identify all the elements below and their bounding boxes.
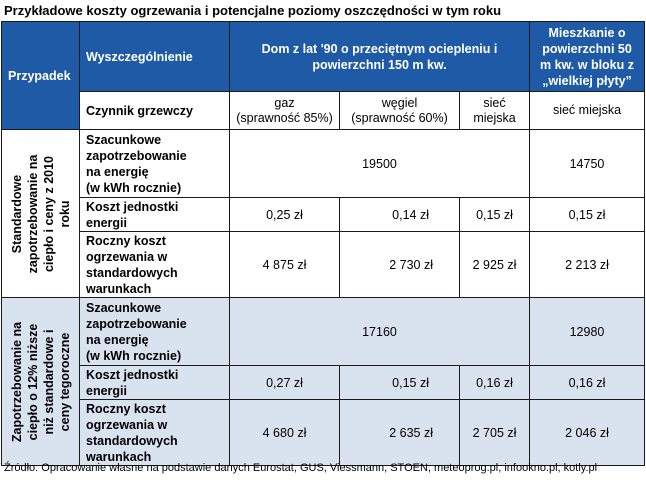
table-row: Standardowe zapotrzebowanie na ciepło i … — [1, 129, 645, 298]
table-row: Koszt jednostki energii 0,25 zł 0,14 zł … — [1, 197, 645, 232]
group2-energy-dom: 17160 — [229, 297, 530, 366]
group2-unit-cost-gaz: 0,27 zł — [229, 365, 340, 400]
table-row: Zapotrzebowanie na ciepło o 12% niższe n… — [1, 297, 645, 466]
group2-annual-siec: 2 705 zł — [459, 399, 530, 466]
factor-label: Czynnik grzewczy — [79, 91, 230, 130]
table-row: Roczny koszt ogrzewania w standardowych … — [1, 231, 645, 298]
group2-energy-mieszkanie: 12980 — [529, 297, 645, 366]
table-row: Koszt jednostki energii 0,27 zł 0,15 zł … — [1, 365, 645, 400]
group1-annual-wegiel: 2 730 zł — [339, 231, 460, 298]
group1-unit-cost-siec: 0,15 zł — [459, 197, 530, 232]
group2-annual-wegiel: 2 635 zł — [339, 399, 460, 466]
header-wyszczegolnienie: Wyszczególnienie — [79, 21, 230, 92]
factor-siec-miejska: sieć miejska — [529, 91, 645, 130]
factor-gaz: gaz (sprawność 85%) — [229, 91, 340, 130]
row-label-roczny: Roczny koszt ogrzewania w standardowych … — [79, 399, 230, 466]
group2-unit-cost-siec: 0,16 zł — [459, 365, 530, 400]
heating-costs-table: Przypadek Wyszczególnienie Dom z lat '90… — [1, 21, 645, 466]
factor-wegiel: węgiel (sprawność 60%) — [339, 91, 460, 130]
group1-annual-siec-miejska: 2 213 zł — [529, 231, 645, 298]
group2-unit-cost-siec-miejska: 0,16 zł — [529, 365, 645, 400]
group1-annual-siec: 2 925 zł — [459, 231, 530, 298]
group1-energy-dom: 19500 — [229, 129, 530, 198]
group1-annual-gaz: 4 875 zł — [229, 231, 340, 298]
header-mieszkanie: Mieszkanie o powierzchni 50 m kw. w blok… — [529, 21, 645, 92]
header-dom: Dom z lat '90 o przeciętnym ociepleniu i… — [229, 21, 530, 92]
header-przypadek: Przypadek — [1, 21, 80, 130]
group1-unit-cost-wegiel: 0,14 zł — [339, 197, 460, 232]
group1-label: Standardowe zapotrzebowanie na ciepło i … — [1, 129, 80, 298]
row-label-koszt: Koszt jednostki energii — [79, 365, 230, 400]
row-label-zapotrzebowanie: Szacunkowe zapotrzebowanie na energię (w… — [79, 129, 230, 198]
row-label-roczny: Roczny koszt ogrzewania w standardowych … — [79, 231, 230, 298]
group2-annual-gaz: 4 680 zł — [229, 399, 340, 466]
row-label-zapotrzebowanie: Szacunkowe zapotrzebowanie na energię (w… — [79, 297, 230, 366]
table-title: Przykładowe koszty ogrzewania i potencja… — [4, 3, 502, 18]
group2-label: Zapotrzebowanie na ciepło o 12% niższe n… — [1, 297, 80, 466]
table-row: Roczny koszt ogrzewania w standardowych … — [1, 399, 645, 466]
row-label-koszt: Koszt jednostki energii — [79, 197, 230, 232]
factor-siec: sieć miejska — [459, 91, 530, 130]
group1-energy-mieszkanie: 14750 — [529, 129, 645, 198]
group2-unit-cost-wegiel: 0,15 zł — [339, 365, 460, 400]
source-note: Źródło: Opracowanie własne na podstawie … — [4, 462, 598, 474]
group1-unit-cost-siec-miejska: 0,15 zł — [529, 197, 645, 232]
group1-unit-cost-gaz: 0,25 zł — [229, 197, 340, 232]
group2-annual-siec-miejska: 2 046 zł — [529, 399, 645, 466]
